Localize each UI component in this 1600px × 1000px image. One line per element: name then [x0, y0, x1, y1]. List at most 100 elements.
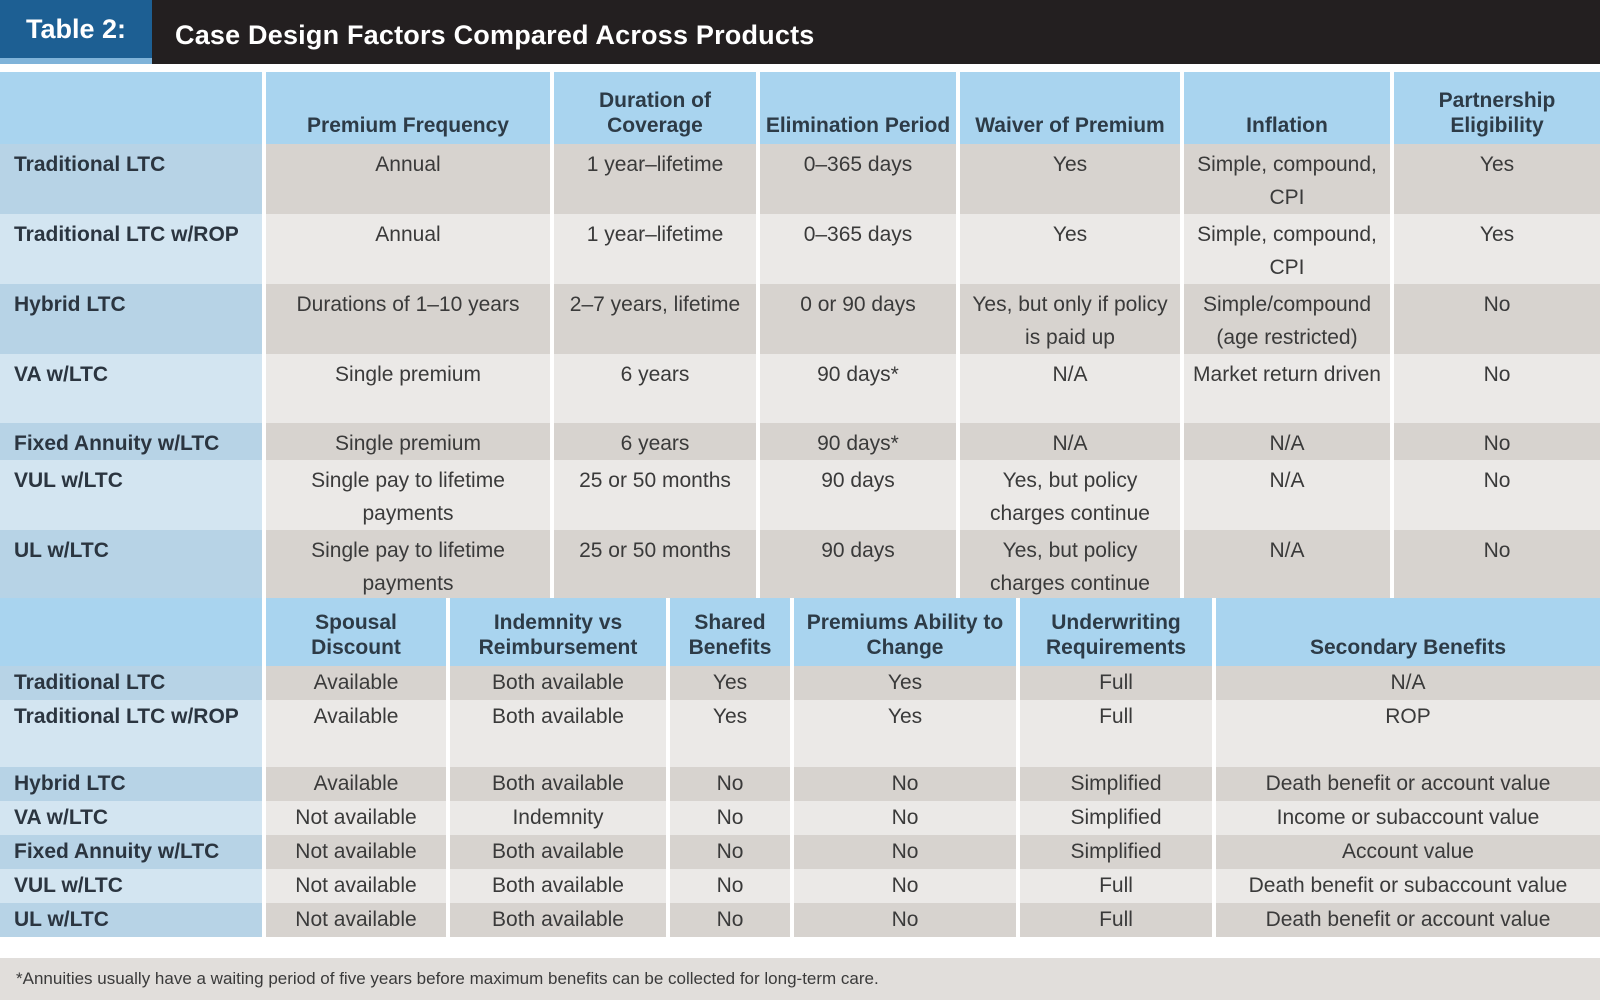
table-cell: Simplified: [1018, 801, 1216, 835]
row-label: VA w/LTC: [0, 354, 266, 423]
table-cell: 6 years: [552, 423, 760, 460]
table-cell: 1 year–lifetime: [552, 144, 760, 214]
table-cell: Single premium: [264, 354, 554, 423]
table-header-row: Spousal Discount Indemnity vs Reimbursem…: [0, 598, 1600, 666]
table-number-badge: Table 2:: [0, 0, 152, 58]
table-cell: Simplified: [1018, 835, 1216, 869]
table-cell: Income or subaccount value: [1214, 801, 1600, 835]
table-cell: N/A: [958, 423, 1184, 460]
table-cell: Not available: [264, 835, 450, 869]
table-cell: No: [1392, 354, 1600, 423]
row-label: VUL w/LTC: [0, 460, 266, 530]
header-secondary-benefits: Secondary Benefits: [1214, 598, 1600, 666]
table-cell: 90 days: [758, 460, 960, 530]
table-cell: Indemnity: [448, 801, 670, 835]
table-cell: Full: [1018, 869, 1216, 903]
row-label: Fixed Annuity w/LTC: [0, 423, 266, 460]
row-label: Traditional LTC w/ROP: [0, 700, 266, 767]
header-elimination-period: Elimination Period: [758, 72, 960, 144]
table-cell: No: [1392, 530, 1600, 600]
title-bar: Table 2: Case Design Factors Compared Ac…: [0, 0, 1600, 64]
table-cell: ROP: [1214, 700, 1600, 767]
table-cell: Simple/compound (age restricted): [1182, 284, 1394, 354]
table-row: Hybrid LTC Available Both available No N…: [0, 767, 1600, 801]
table-cell: No: [792, 835, 1020, 869]
row-label: VA w/LTC: [0, 801, 266, 835]
table-cell: N/A: [1182, 460, 1394, 530]
header-indemnity-vs-reimbursement: Indemnity vs Reimbursement: [448, 598, 670, 666]
table-cell: Death benefit or subaccount value: [1214, 869, 1600, 903]
table-cell: Available: [264, 700, 450, 767]
table-cell: Both available: [448, 869, 670, 903]
table-cell: Yes: [668, 666, 794, 700]
table-cell: No: [668, 801, 794, 835]
row-label: Hybrid LTC: [0, 284, 266, 354]
header-corner: [0, 72, 266, 144]
table-cell: 25 or 50 months: [552, 460, 760, 530]
table-cell: 0–365 days: [758, 144, 960, 214]
table-row: Traditional LTC w/ROP Annual 1 year–life…: [0, 214, 1600, 284]
table-cell: Market return driven: [1182, 354, 1394, 423]
table-cell: Not available: [264, 801, 450, 835]
table-cell: No: [1392, 460, 1600, 530]
row-label: Traditional LTC: [0, 666, 266, 700]
table-cell: 90 days*: [758, 354, 960, 423]
table-cell: Yes: [1392, 144, 1600, 214]
table-cell: Available: [264, 767, 450, 801]
row-label: VUL w/LTC: [0, 869, 266, 903]
table-cell: 25 or 50 months: [552, 530, 760, 600]
table-cell: N/A: [1182, 530, 1394, 600]
table-cell: N/A: [958, 354, 1184, 423]
table-cell: Full: [1018, 666, 1216, 700]
table-cell: No: [792, 869, 1020, 903]
header-premium-frequency: Premium Frequency: [264, 72, 554, 144]
table-cell: Durations of 1–10 years: [264, 284, 554, 354]
table-cell: Yes: [792, 666, 1020, 700]
table-row: Traditional LTC Annual 1 year–lifetime 0…: [0, 144, 1600, 214]
table-cell: No: [668, 869, 794, 903]
table-row: VUL w/LTC Not available Both available N…: [0, 869, 1600, 903]
header-underwriting-requirements: Underwriting Requirements: [1018, 598, 1216, 666]
table-cell: Yes, but policy charges continue: [958, 460, 1184, 530]
table-cell: Both available: [448, 903, 670, 937]
table-row: UL w/LTC Single pay to lifetime payments…: [0, 530, 1600, 600]
table-cell: 0–365 days: [758, 214, 960, 284]
table-row: Traditional LTC w/ROP Available Both ava…: [0, 700, 1600, 767]
table-cell: No: [792, 767, 1020, 801]
table-cell: Death benefit or account value: [1214, 767, 1600, 801]
table-cell: 1 year–lifetime: [552, 214, 760, 284]
table-header-row: Premium Frequency Duration of Coverage E…: [0, 72, 1600, 144]
table-cell: Annual: [264, 144, 554, 214]
table-cell: Yes: [958, 144, 1184, 214]
header-inflation: Inflation: [1182, 72, 1394, 144]
header-duration-of-coverage: Duration of Coverage: [552, 72, 760, 144]
table-cell: No: [668, 767, 794, 801]
table-row: Traditional LTC Available Both available…: [0, 666, 1600, 700]
table-cell: Not available: [264, 869, 450, 903]
table-cell: No: [668, 835, 794, 869]
row-label: UL w/LTC: [0, 903, 266, 937]
table-title: Case Design Factors Compared Across Prod…: [175, 20, 815, 50]
table-cell: Account value: [1214, 835, 1600, 869]
table-cell: Full: [1018, 700, 1216, 767]
table-cell: Single pay to lifetime payments: [264, 460, 554, 530]
table-cell: Yes: [958, 214, 1184, 284]
table-cell: Not available: [264, 903, 450, 937]
row-label: Fixed Annuity w/LTC: [0, 835, 266, 869]
header-premiums-ability-to-change: Premiums Ability to Change: [792, 598, 1020, 666]
table-cell: No: [668, 903, 794, 937]
table-cell: Both available: [448, 835, 670, 869]
table-cell: Simplified: [1018, 767, 1216, 801]
footnote: *Annuities usually have a waiting period…: [0, 958, 1600, 1000]
table-cell: Yes: [792, 700, 1020, 767]
table-cell: Simple, compound, CPI: [1182, 214, 1394, 284]
row-label: Traditional LTC w/ROP: [0, 214, 266, 284]
table-row: VA w/LTC Single premium 6 years 90 days*…: [0, 354, 1600, 423]
table-cell: Full: [1018, 903, 1216, 937]
row-label: UL w/LTC: [0, 530, 266, 600]
table-cell: 90 days*: [758, 423, 960, 460]
table-cell: N/A: [1182, 423, 1394, 460]
header-shared-benefits: Shared Benefits: [668, 598, 794, 666]
header-partnership-eligibility: Partnership Eligibility: [1392, 72, 1600, 144]
table-row: Hybrid LTC Durations of 1–10 years 2–7 y…: [0, 284, 1600, 354]
